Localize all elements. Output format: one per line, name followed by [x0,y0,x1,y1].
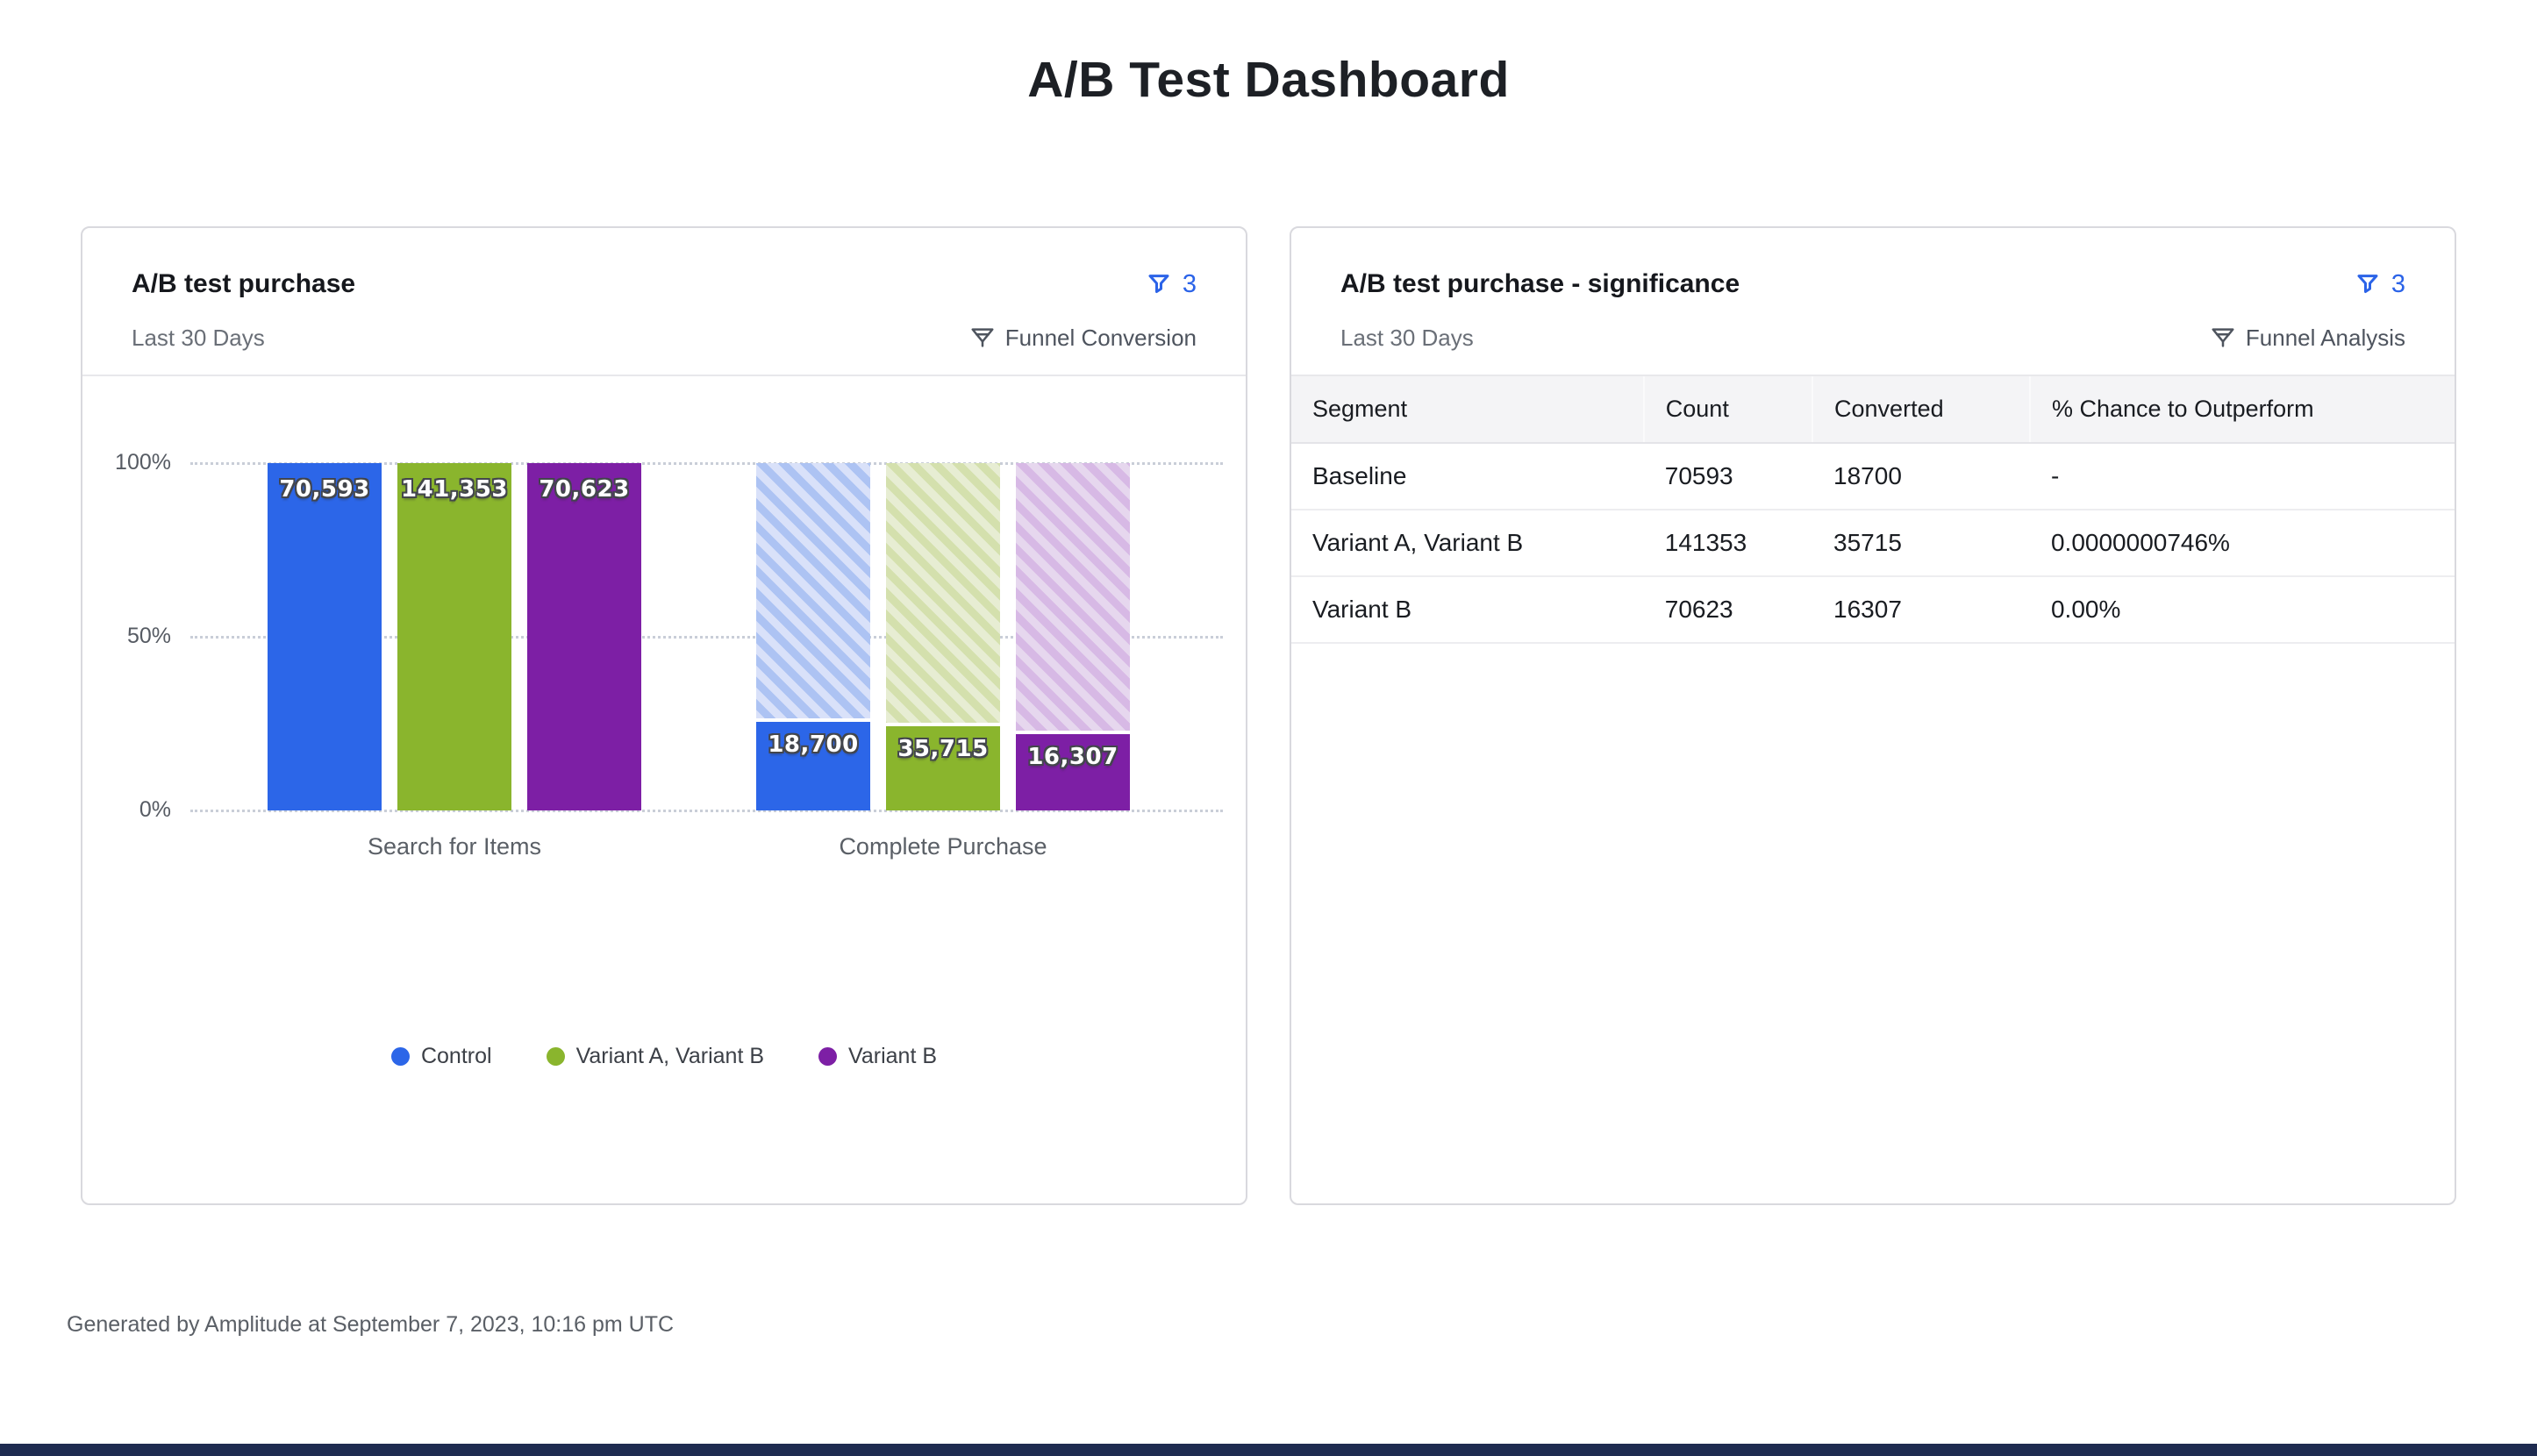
column-header-segment: Segment [1291,376,1644,444]
table-row-baseline: Baseline 70593 18700- [1291,443,2455,510]
bar-search-for-items-variant-b[interactable]: 70,623 [527,463,641,810]
y-axis-tick: 50% [126,623,171,648]
chart-plot: 100% 50% 0% 70,593 141,353 70,623 Search for I… [115,450,1223,860]
funnel-conversion-card: A/B test purchase 3 Last 30 Days [81,226,1247,1205]
x-axis-label: Complete Purchase [839,833,1047,860]
legend-label: Variant B [848,1044,938,1068]
chart-type-label: Funnel Conversion [969,325,1197,352]
bar-search-for-items-control[interactable]: 70,593 [268,463,382,810]
legend-dot [818,1047,838,1066]
bar-complete-purchase-control[interactable]: 18,700 [756,463,870,810]
date-range: Last 30 Days [1340,324,1474,351]
table-cell: 18700 [1812,443,2030,510]
filter-count: 3 [2390,269,2405,298]
bottom-brand-bar [0,1444,2537,1456]
table-cell: 70623 [1643,576,1813,644]
chart-type-label: Funnel Analysis [2210,325,2405,352]
significance-table: Segment Count Converted% Chance to Outperf… [1291,376,2455,644]
card-header-divider [1291,375,2455,376]
column-header-converted: Converted [1812,376,2030,444]
bar-value-label: 141,353 [401,476,508,503]
chart-type-text: Funnel Conversion [1004,324,1197,351]
table-header-row: Segment Count Converted% Chance to Outperf… [1291,376,2455,444]
legend-item-variant-b[interactable]: Variant B [818,1044,937,1069]
column-header-count: Count [1642,376,1813,444]
table-cell: 0.0000000746% [2029,510,2455,577]
cards-row: A/B test purchase 3 Last 30 Days [81,226,2456,1205]
table-cell: 70593 [1643,443,1813,510]
filter-icon [2355,271,2381,297]
bar-value-label: 70,593 [279,476,370,503]
card-header: A/B test purchase 3 Last 30 Days [82,228,1246,353]
gridline [190,636,1223,639]
filter-badge[interactable]: 3 [1146,270,1197,299]
converted-segment: 16,307 [1016,730,1130,810]
table-head: Segment Count Converted% Chance to Outperf… [1291,376,2455,444]
legend-item-variant-a-variant-b[interactable]: Variant A, Variant B [546,1044,765,1069]
table-cell: - [2029,443,2455,510]
table-row-variant-b: Variant B 70623 16307 0.00% [1291,576,2455,644]
legend-item-control[interactable]: Control [390,1044,492,1069]
table-cell: Variant A, Variant B [1291,510,1644,577]
funnel-chart-icon [2210,325,2236,351]
legend-label: Variant A, Variant B [575,1044,765,1068]
legend-dot [546,1047,565,1066]
gridline [190,810,1223,812]
significance-card: A/B test purchase - significance 3 Last … [1290,226,2456,1205]
converted-segment: 18,700 [756,718,870,810]
legend-dot [390,1047,410,1066]
column-header-chance-to-outperform: % Chance to Outperform [2028,376,2455,444]
filter-badge[interactable]: 3 [2355,270,2405,299]
bar-group-complete-purchase: 18,700 35,715 16,307 [756,463,1130,810]
converted-segment: 35,715 [886,722,1000,810]
table-cell: 35715 [1812,510,2030,577]
bar-search-for-items-variant-a-variant-b[interactable]: 141,353 [397,463,511,810]
filter-icon [1146,271,1172,297]
bar-value-label: 35,715 [897,735,989,762]
y-axis-tick: 0% [139,796,171,822]
x-axis-label: Search for Items [367,833,542,860]
card-title: A/B test purchase [132,269,356,298]
report-footer: Generated by Amplitude at September 7, 2… [67,1312,675,1337]
table-cell: Variant B [1291,576,1644,644]
card-title: A/B test purchase - significance [1340,269,1740,298]
legend-label: Control [420,1044,492,1068]
table-row-variant-a-variant-b: Variant A, Variant B 141353 35715 0.0000000… [1291,510,2455,577]
table-cell: 141353 [1643,510,1813,577]
funnel-chart-icon [969,325,996,351]
chart-type-text: Funnel Analysis [2245,324,2405,351]
date-range: Last 30 Days [132,324,265,351]
chart-legend: Control Variant A, Variant B Variant B [82,1044,1246,1069]
funnel-chart: 100% 50% 0% 70,593 141,353 70,623 Search for I… [82,450,1246,1069]
bar-complete-purchase-variant-a-variant-b[interactable]: 35,715 [886,463,1000,810]
dashboard-page: A/B Test Dashboard A/B test purchase 3 [0,51,2537,1456]
bar-value-label: 70,623 [539,476,630,503]
bar-value-label: 16,307 [1027,743,1118,770]
page-title: A/B Test Dashboard [1027,52,1510,108]
bar-group-search-for-items: 70,593 141,353 70,623 [268,463,641,810]
bar-value-label: 18,700 [768,732,859,759]
filter-count: 3 [1182,269,1197,298]
y-axis-tick: 100% [115,449,171,475]
table-cell: Baseline [1291,443,1644,510]
table-cell: 16307 [1812,576,2030,644]
table-cell: 0.00% [2029,576,2455,644]
card-header-divider [82,375,1246,376]
bar-complete-purchase-variant-b[interactable]: 16,307 [1016,463,1130,810]
card-header: A/B test purchase - significance 3 Last … [1291,228,2455,353]
gridline [190,462,1223,465]
